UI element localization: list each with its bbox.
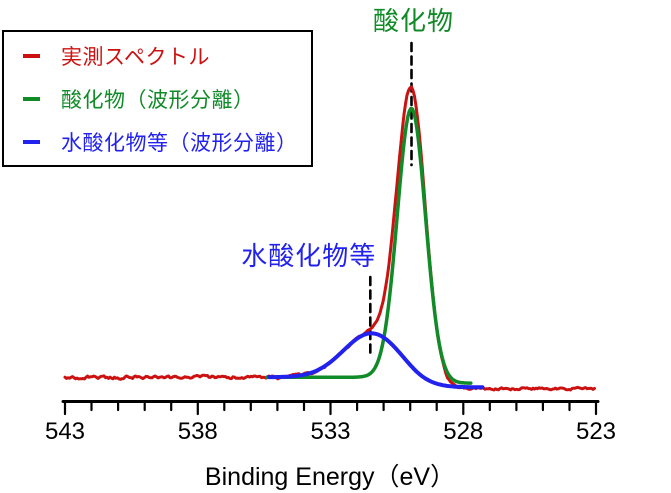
x-tick-label-538: 538 — [177, 418, 218, 445]
x-tick-label-533: 533 — [310, 418, 351, 445]
x-tick-label-523: 523 — [575, 418, 617, 445]
x-axis — [61, 400, 600, 416]
legend-item-oxide: 酸化物（波形分離） — [4, 77, 311, 120]
legend: 実測スペクトル 酸化物（波形分離） 水酸化物等（波形分離） — [2, 30, 313, 167]
legend-item-measured: 実測スペクトル — [4, 34, 311, 77]
legend-label-hydroxide: 水酸化物等（波形分離） — [61, 131, 298, 155]
x-axis-title: Binding Energy（eV） — [204, 463, 456, 491]
spectrum-curves — [63, 85, 596, 392]
peak-label-oxide: 酸化物 — [372, 6, 454, 36]
legend-item-hydroxide: 水酸化物等（波形分離） — [4, 120, 311, 163]
legend-line-swatch-measured — [23, 53, 40, 58]
peak-marker-dashed-lines — [369, 41, 413, 360]
x-tick-label-528: 528 — [443, 418, 484, 445]
legend-label-measured: 実測スペクトル — [61, 45, 211, 69]
legend-label-oxide: 酸化物（波形分離） — [61, 88, 255, 112]
legend-line-swatch-oxide — [23, 96, 40, 101]
peak-label-hydroxide: 水酸化物等 — [241, 241, 377, 271]
legend-line-swatch-hydroxide — [23, 139, 40, 144]
hydroxide-fit-curve — [267, 331, 485, 390]
x-tick-label-543: 543 — [44, 418, 86, 445]
